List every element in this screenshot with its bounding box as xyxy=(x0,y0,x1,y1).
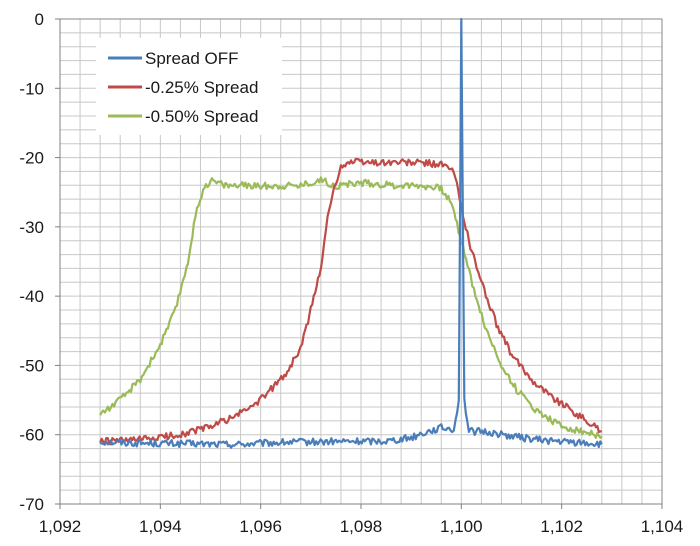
y-tick-label: -10 xyxy=(19,79,44,98)
series-line-2 xyxy=(99,176,603,439)
series-layer xyxy=(99,17,603,449)
legend-label-1: -0.25% Spread xyxy=(145,78,258,97)
x-tick-label: 1,096 xyxy=(239,517,282,536)
x-tick-label: 1,094 xyxy=(139,517,182,536)
y-tick-label: -30 xyxy=(19,218,44,237)
y-tick-label: -20 xyxy=(19,149,44,168)
legend-label-2: -0.50% Spread xyxy=(145,107,258,126)
y-tick-label: -50 xyxy=(19,356,44,375)
x-tick-label: 1,092 xyxy=(39,517,82,536)
x-tick-label: 1,104 xyxy=(641,517,684,536)
y-tick-label: 0 xyxy=(35,10,44,29)
legend: Spread OFF -0.25% Spread -0.50% Spread xyxy=(96,38,282,135)
y-tick-label: -70 xyxy=(19,495,44,514)
legend-label-0: Spread OFF xyxy=(145,49,239,68)
y-tick-label: -60 xyxy=(19,426,44,445)
x-tick-label: 1,100 xyxy=(440,517,483,536)
series-line-0 xyxy=(99,17,603,449)
series-line-1 xyxy=(99,157,602,446)
x-tick-label: 1,102 xyxy=(540,517,583,536)
y-axis: 0 -10 -20 -30 -40 -50 -60 -70 xyxy=(19,10,61,514)
x-tick-label: 1,098 xyxy=(340,517,383,536)
x-axis: 1,092 1,094 1,096 1,098 1,100 1,102 1,104 xyxy=(39,503,684,536)
y-tick-label: -40 xyxy=(19,287,44,306)
